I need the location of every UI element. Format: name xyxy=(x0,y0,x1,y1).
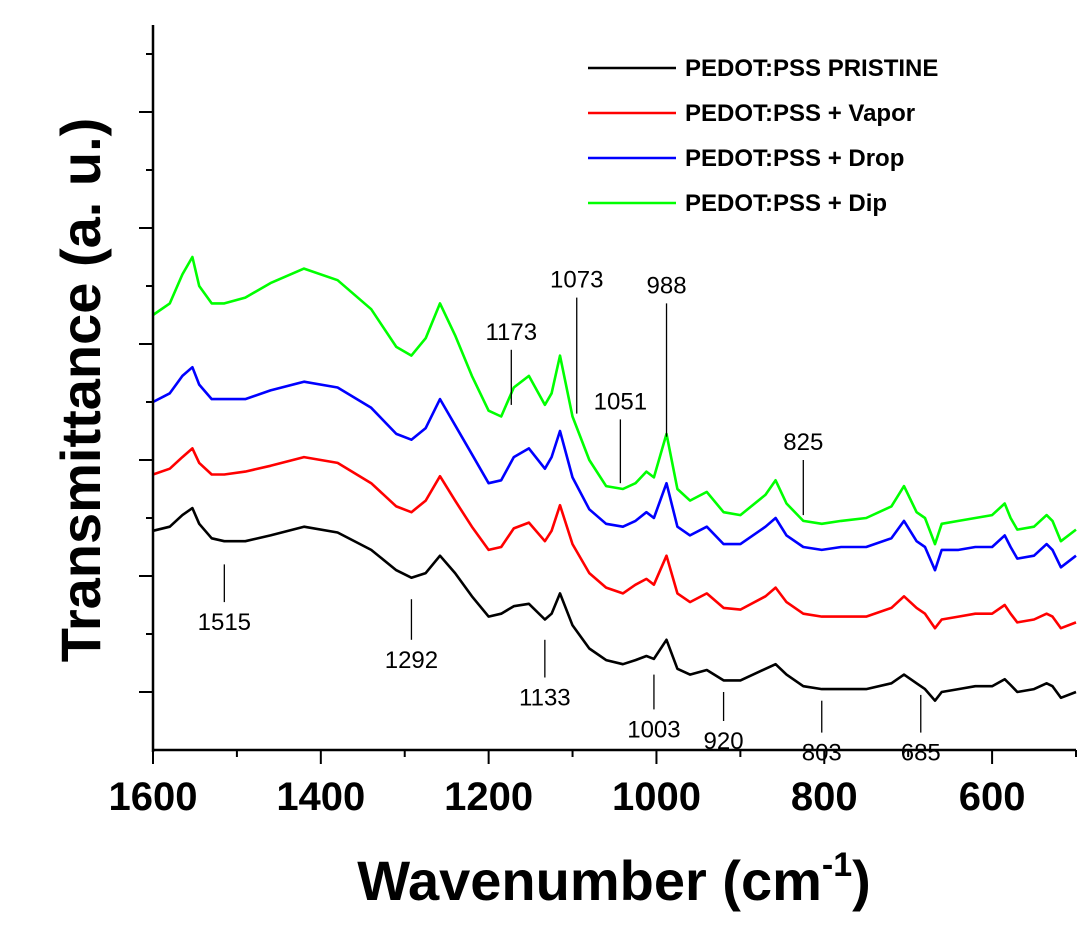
y-axis-title: Transmittance (a. u.) xyxy=(49,118,112,663)
series-line-2 xyxy=(152,365,1077,572)
legend-label-0: PEDOT:PSS PRISTINE xyxy=(685,55,938,82)
peak-label-1073: 1073 xyxy=(550,267,603,294)
peak-label-1133: 1133 xyxy=(519,685,571,712)
peak-label-685: 685 xyxy=(901,740,941,767)
legend-label-3: PEDOT:PSS + Dip xyxy=(685,190,887,217)
peak-label-1515: 1515 xyxy=(198,609,251,636)
axis-layer: 1600 1400 1200 1000 800 600 xyxy=(109,25,1077,819)
series-line-1 xyxy=(152,447,1077,630)
series-line-3 xyxy=(152,255,1077,546)
peak-label-1051: 1051 xyxy=(594,388,647,415)
series-line-0 xyxy=(152,506,1077,702)
legend-label-1: PEDOT:PSS + Vapor xyxy=(685,100,915,127)
peak-label-803: 803 xyxy=(802,740,842,767)
legend-label-2: PEDOT:PSS + Drop xyxy=(685,145,904,172)
peak-label-825: 825 xyxy=(783,429,823,456)
x-tick-label: 800 xyxy=(791,775,858,819)
x-tick-label: 1600 xyxy=(109,775,198,819)
peak-label-1003: 1003 xyxy=(627,716,680,743)
peak-label-1292: 1292 xyxy=(385,647,438,674)
x-axis-title-close: ) xyxy=(852,849,871,912)
x-tick-label: 1400 xyxy=(276,775,365,819)
legend: PEDOT:PSS PRISTINE PEDOT:PSS + Vapor PEDOT… xyxy=(588,55,938,217)
peak-label-988: 988 xyxy=(647,272,687,299)
x-axis-title-superscript: -1 xyxy=(822,846,852,884)
x-tick-label: 1000 xyxy=(612,775,701,819)
x-tick-label: 600 xyxy=(959,775,1026,819)
x-tick-label: 1200 xyxy=(444,775,533,819)
series-layer xyxy=(152,255,1077,702)
peak-label-1173: 1173 xyxy=(485,319,537,346)
x-axis-title: Wavenumber (cm-1) xyxy=(357,846,871,912)
x-axis-title-main: Wavenumber (cm xyxy=(357,849,822,912)
